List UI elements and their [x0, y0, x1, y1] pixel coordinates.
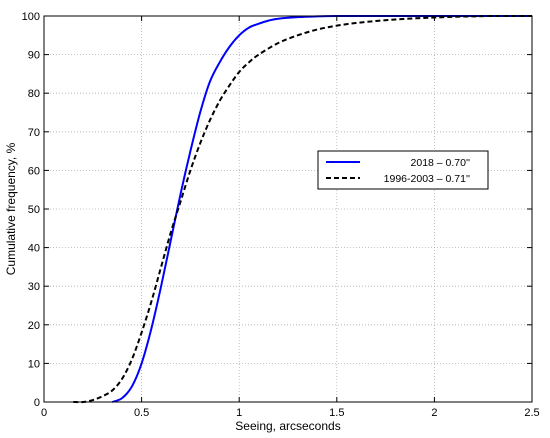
y-tick-label: 10	[28, 358, 40, 370]
y-tick-label: 90	[28, 50, 40, 62]
x-tick-label: 0	[41, 407, 47, 419]
x-axis-label: Seeing, arcseconds	[235, 419, 340, 433]
series-line-1996-2003	[73, 14, 533, 404]
y-tick-label: 80	[28, 88, 40, 100]
x-tick-label: 1	[236, 407, 242, 419]
y-tick-label: 100	[22, 11, 40, 23]
legend: 2018 – 0.70'' 1996-2003 – 0.71''	[317, 150, 489, 190]
legend-entry-1996-2003: 1996-2003 – 0.71''	[384, 173, 470, 185]
x-tick-label: 0.5	[134, 407, 149, 419]
y-tick-label: 30	[28, 281, 40, 293]
y-tick-label: 20	[28, 320, 40, 332]
axis-ticks: 0 0.5 1 1.5 2 2.5 0 10 20 30 40 50 60 70 80 90 100	[22, 11, 540, 419]
y-axis-label: Cumulative frequency, %	[4, 142, 18, 275]
grid	[44, 16, 532, 402]
y-tick-label: 60	[28, 165, 40, 177]
y-tick-label: 0	[34, 397, 40, 409]
legend-entry-2018: 2018 – 0.70''	[411, 157, 470, 169]
y-tick-label: 40	[28, 243, 40, 255]
x-tick-label: 1.5	[329, 407, 344, 419]
y-tick-label: 70	[28, 127, 40, 139]
x-tick-label: 2.5	[524, 407, 539, 419]
y-tick-label: 50	[28, 204, 40, 216]
legend-box	[317, 150, 489, 190]
x-tick-label: 2	[431, 407, 437, 419]
